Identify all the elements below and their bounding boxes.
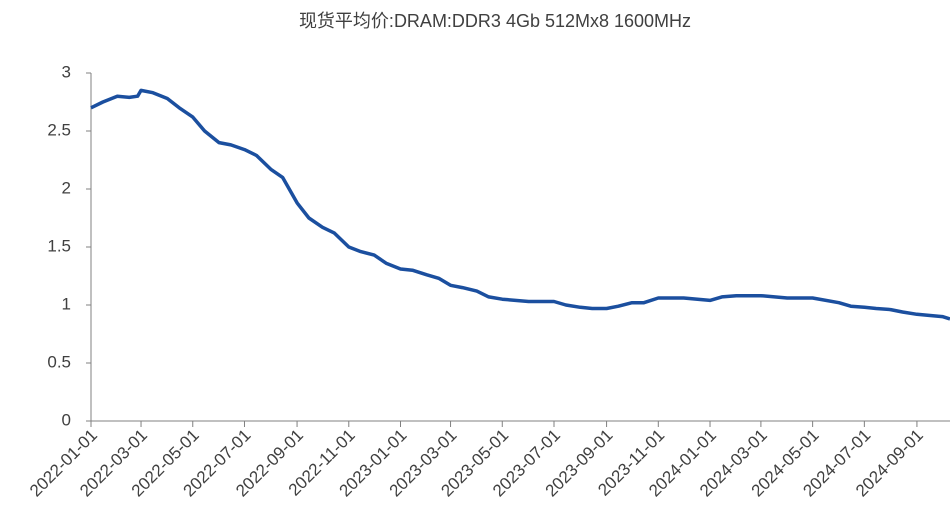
y-tick-label: 1.5 — [47, 236, 71, 255]
y-tick-label: 1 — [62, 294, 71, 313]
y-tick-label: 0.5 — [47, 352, 71, 371]
data-line — [90, 88, 950, 321]
y-tick-label: 2.5 — [47, 120, 71, 139]
y-tick-label: 2 — [62, 178, 71, 197]
y-tick-label: 0 — [62, 410, 71, 429]
y-tick-label: 3 — [62, 62, 71, 81]
chart-title: 现货平均价:DRAM:DDR3 4Gb 512Mx8 1600MHz — [299, 11, 691, 31]
